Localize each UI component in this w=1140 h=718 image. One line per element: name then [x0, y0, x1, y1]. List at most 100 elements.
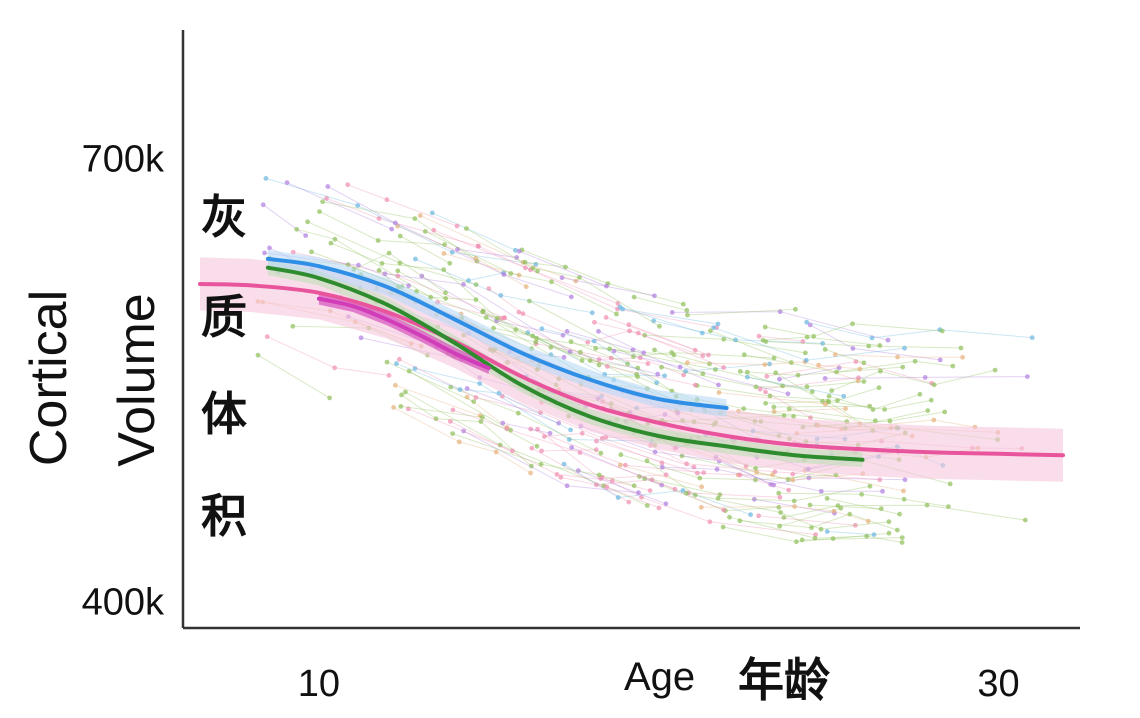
- subject-point-60-2: [707, 361, 712, 367]
- subject-point-18-2: [681, 372, 687, 378]
- subject-point-165-1: [762, 362, 768, 367]
- subject-trajectory-111: [541, 449, 597, 452]
- subject-trajectory-199: [452, 409, 676, 490]
- subject-point-88-3: [655, 371, 661, 377]
- subject-trajectory-52: [531, 447, 630, 503]
- subject-trajectory-186: [399, 235, 451, 264]
- subject-point-55-1: [834, 369, 839, 375]
- subject-trajectory-202: [347, 184, 458, 227]
- subject-point-24-0: [763, 389, 768, 395]
- subject-point-145-2: [636, 490, 641, 496]
- subject-trajectory-162: [466, 388, 559, 424]
- subject-point-118-2: [659, 460, 665, 466]
- subject-point-200-0: [405, 406, 411, 412]
- subject-trajectory-13: [779, 367, 840, 380]
- subject-point-95-0: [737, 518, 743, 524]
- subject-point-115-1: [498, 293, 504, 298]
- subject-trajectory-89: [529, 300, 775, 359]
- subject-point-146-0: [530, 265, 536, 271]
- subject-point-163-1: [379, 261, 385, 266]
- subject-point-34-1: [869, 335, 875, 341]
- subject-point-90-0: [464, 394, 470, 400]
- subject-trajectory-174: [396, 363, 571, 431]
- subject-point-136-1: [700, 371, 706, 377]
- subject-point-153-2: [680, 301, 686, 307]
- subject-point-217-2: [737, 472, 743, 478]
- subject-point-92-1: [548, 344, 554, 350]
- subject-point-133-0: [816, 362, 821, 368]
- subject-point-213-1: [792, 504, 797, 509]
- subject-point-35-1: [608, 355, 614, 361]
- subject-point-1-1: [639, 494, 644, 500]
- subject-trajectory-93: [765, 323, 943, 337]
- subject-point-60-0: [593, 345, 598, 351]
- subject-trajectory-227: [296, 228, 477, 301]
- subject-point-169-2: [627, 328, 632, 334]
- subject-point-4-1: [513, 247, 518, 253]
- ci-band-pink: [200, 257, 1063, 482]
- subject-point-41-2: [882, 407, 887, 412]
- subject-trajectory-213: [701, 505, 869, 522]
- subject-point-75-1: [767, 393, 773, 399]
- subject-point-75-2: [835, 398, 840, 403]
- subject-trajectory-226: [561, 277, 655, 297]
- subject-point-39-0: [807, 322, 813, 328]
- subject-point-199-1: [504, 426, 510, 432]
- subject-point-51-3: [877, 477, 883, 483]
- subject-point-55-3: [950, 363, 956, 369]
- subject-point-218-2: [609, 478, 615, 484]
- subject-point-53-1: [523, 265, 528, 271]
- subject-point-107-0: [441, 251, 447, 256]
- subject-point-82-1: [649, 477, 655, 483]
- subject-trajectory-37: [710, 330, 792, 363]
- subject-point-88-1: [461, 282, 466, 287]
- subject-point-15-2: [803, 350, 808, 356]
- subject-point-177-0: [455, 246, 460, 252]
- subject-point-114-0: [561, 461, 567, 467]
- subject-point-50-1: [870, 407, 876, 412]
- subject-point-96-0: [756, 333, 762, 339]
- subject-point-42-0: [631, 294, 637, 300]
- subject-point-162-0: [464, 386, 470, 391]
- subject-point-188-2: [804, 384, 810, 390]
- subject-point-21-0: [679, 453, 685, 459]
- subject-point-202-2: [454, 223, 460, 229]
- subject-point-163-0: [328, 240, 334, 246]
- subject-point-53-2: [615, 301, 621, 306]
- subject-point-217-0: [594, 438, 599, 444]
- subject-point-131-1: [754, 469, 760, 475]
- subject-point-123-2: [900, 364, 906, 370]
- subject-point-124-1: [794, 539, 799, 545]
- subject-point-203-2: [386, 373, 392, 378]
- subject-point-134-3: [946, 504, 951, 509]
- subject-point-174-1: [457, 387, 463, 392]
- subject-point-126-1: [853, 522, 858, 528]
- subject-point-77-1: [770, 472, 775, 477]
- subject-point-9-1: [412, 216, 418, 222]
- subject-point-211-0: [592, 319, 597, 325]
- subject-point-17-2: [478, 419, 484, 424]
- subject-point-63-2: [776, 504, 782, 510]
- subject-point-191-1: [604, 283, 609, 289]
- subject-point-7-1: [376, 216, 382, 221]
- subject-point-127-0: [618, 452, 624, 458]
- subject-trajectory-124: [723, 526, 890, 543]
- subject-point-194-3: [614, 311, 619, 317]
- subject-point-0-0: [267, 245, 272, 251]
- subject-point-173-1: [591, 338, 597, 344]
- subject-point-188-3: [861, 379, 867, 384]
- subject-point-54-2: [449, 249, 455, 255]
- subject-point-140-1: [873, 418, 878, 424]
- subject-point-112-0: [790, 471, 796, 477]
- subject-point-151-0: [396, 356, 402, 362]
- subject-point-203-0: [264, 334, 270, 339]
- subject-trajectory-4: [432, 212, 516, 251]
- subject-point-169-1: [585, 339, 591, 345]
- subject-point-207-3: [569, 294, 574, 300]
- subject-point-74-1: [699, 330, 705, 336]
- subject-trajectory-200: [408, 408, 513, 452]
- subject-point-140-0: [786, 406, 792, 412]
- subject-point-54-0: [263, 176, 269, 181]
- subject-trajectory-107: [443, 252, 520, 276]
- subject-trajectory-176: [827, 531, 875, 536]
